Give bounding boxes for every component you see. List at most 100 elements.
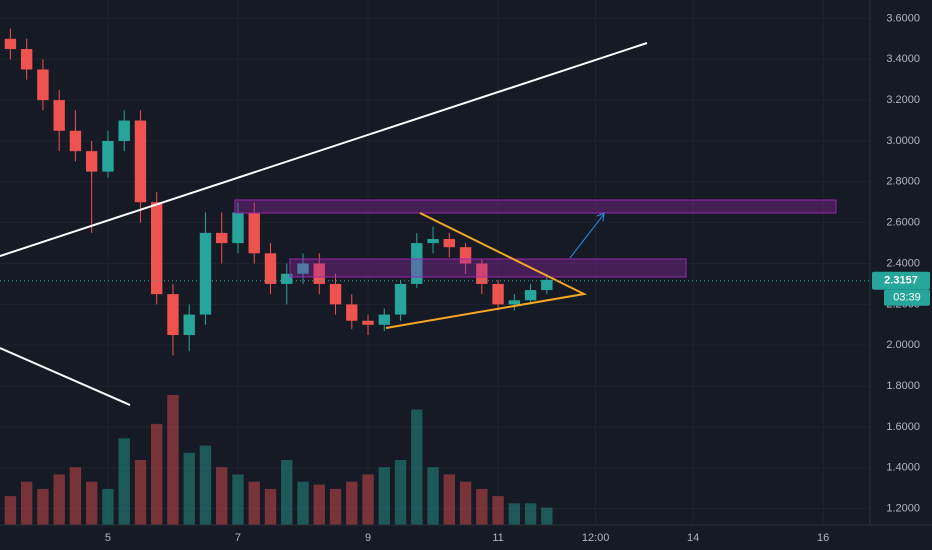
candle-body — [264, 253, 277, 284]
y-tick-label: 2.6000 — [886, 217, 920, 229]
volume-layer — [4, 395, 553, 525]
y-tick-label: 1.6000 — [886, 421, 920, 433]
candle-body — [20, 49, 33, 70]
volume-bar — [378, 467, 390, 525]
y-tick-label: 2.8000 — [886, 176, 920, 188]
candle-body — [346, 304, 358, 321]
candle-body — [313, 263, 325, 284]
arrow — [569, 213, 605, 259]
volume-bar — [85, 481, 98, 525]
y-tick-label: 2.0000 — [886, 339, 920, 351]
candle-body — [508, 300, 521, 305]
x-tick-label: 5 — [105, 532, 111, 544]
volume-bar — [37, 488, 49, 525]
volume-bar — [492, 496, 504, 525]
y-tick-label: 1.2000 — [886, 503, 920, 515]
volume-bar — [476, 488, 488, 525]
candle-body — [394, 283, 407, 315]
volume-bar — [248, 481, 260, 525]
x-tick-label: 7 — [235, 532, 241, 544]
candle-body — [329, 283, 342, 305]
volume-bar — [411, 409, 423, 525]
volume-bar — [20, 481, 33, 525]
candle-body — [199, 232, 212, 315]
y-tick-label: 1.8000 — [886, 380, 920, 392]
volume-bar — [362, 474, 374, 525]
x-tick-label: 16 — [817, 532, 829, 544]
volume-bar — [394, 460, 407, 525]
triangle — [385, 212, 588, 329]
candle-body — [492, 283, 504, 305]
candle-body — [378, 314, 390, 325]
candle-body — [134, 120, 147, 203]
volume-bar — [167, 395, 179, 525]
candle-body — [53, 100, 65, 131]
volume-bar — [69, 467, 82, 525]
volume-bar — [232, 474, 244, 525]
volume-bar — [151, 423, 163, 525]
volume-bar — [264, 488, 277, 525]
axes: 1.20001.40001.60001.80002.00002.20002.40… — [0, 12, 930, 544]
candle-body — [118, 120, 130, 141]
volume-bar — [346, 481, 358, 525]
candle-body — [443, 239, 455, 248]
countdown-label: 03:39 — [893, 292, 921, 304]
candle-body — [216, 232, 228, 244]
candle-body — [85, 151, 98, 172]
candle-layer — [4, 28, 553, 356]
volume-bar — [459, 481, 472, 525]
candle-body — [248, 212, 260, 254]
y-tick-label: 3.6000 — [886, 12, 920, 24]
trend-line — [0, 42, 648, 257]
x-tick-label: 9 — [365, 532, 371, 544]
candle-body — [459, 247, 472, 264]
volume-bar — [508, 503, 521, 525]
zone — [234, 199, 837, 214]
trend-line — [0, 347, 131, 406]
volume-bar — [183, 452, 195, 525]
volume-bar — [541, 507, 553, 525]
volume-bar — [118, 438, 130, 525]
candle-body — [427, 239, 439, 244]
candle-body — [69, 130, 82, 152]
candle-body — [37, 69, 49, 101]
candle-body — [362, 320, 374, 325]
x-tick-label: 14 — [687, 532, 699, 544]
volume-bar — [297, 481, 309, 525]
price-label: 2.3157 — [884, 275, 918, 287]
volume-bar — [134, 460, 147, 525]
y-tick-label: 3.0000 — [886, 135, 920, 147]
candle-body — [297, 263, 309, 274]
drawings — [0, 42, 837, 406]
y-tick-label: 2.4000 — [886, 257, 920, 269]
candle-body — [476, 263, 488, 284]
countdown-badge — [884, 289, 930, 306]
candle-body — [524, 290, 537, 301]
volume-bar — [4, 496, 17, 525]
candle-body — [151, 202, 163, 295]
y-tick-label: 3.2000 — [886, 94, 920, 106]
candle-body — [4, 38, 17, 50]
y-tick-label: 3.4000 — [886, 53, 920, 65]
x-tick-label: 12:00 — [582, 532, 610, 544]
volume-bar — [281, 460, 293, 525]
candle-body — [102, 140, 114, 172]
candle-body — [281, 273, 293, 284]
candle-body — [541, 279, 553, 291]
volume-bar — [443, 474, 455, 525]
candle-body — [232, 212, 244, 244]
candle-body — [183, 314, 195, 336]
volume-bar — [199, 445, 212, 525]
volume-bar — [427, 467, 439, 525]
volume-bar — [313, 484, 325, 525]
candle-body — [167, 294, 179, 336]
volume-bar — [53, 474, 65, 525]
candle-body — [411, 243, 423, 284]
volume-bar — [216, 467, 228, 525]
arrow-head — [596, 212, 605, 222]
volume-bar — [329, 488, 342, 525]
y-tick-label: 1.4000 — [886, 462, 920, 474]
price-badge — [872, 271, 930, 290]
volume-bar — [102, 488, 114, 525]
